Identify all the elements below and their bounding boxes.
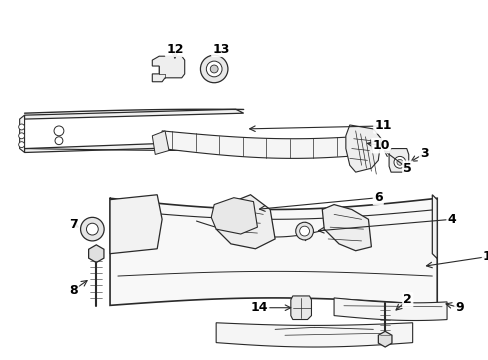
Polygon shape: [290, 296, 311, 320]
Text: 2: 2: [403, 293, 411, 306]
Polygon shape: [333, 298, 446, 320]
Text: 5: 5: [403, 162, 411, 175]
Polygon shape: [388, 149, 408, 172]
Polygon shape: [431, 195, 436, 258]
Text: 12: 12: [166, 43, 183, 56]
Text: 10: 10: [372, 139, 389, 152]
Circle shape: [206, 61, 222, 77]
Polygon shape: [162, 131, 371, 158]
Polygon shape: [345, 125, 381, 172]
Polygon shape: [211, 198, 257, 234]
Polygon shape: [110, 195, 162, 254]
Polygon shape: [216, 195, 275, 249]
Text: 6: 6: [373, 191, 382, 204]
Text: 8: 8: [69, 284, 78, 297]
Text: 7: 7: [69, 218, 78, 231]
Text: 1: 1: [482, 250, 488, 263]
Polygon shape: [152, 56, 184, 82]
Text: 14: 14: [250, 301, 267, 314]
Polygon shape: [88, 245, 104, 262]
Polygon shape: [110, 198, 436, 308]
Circle shape: [54, 126, 64, 136]
Circle shape: [200, 55, 227, 83]
Circle shape: [81, 217, 104, 241]
Text: 13: 13: [212, 43, 229, 56]
Polygon shape: [216, 323, 412, 347]
Circle shape: [55, 137, 63, 145]
Polygon shape: [24, 109, 243, 119]
Text: 11: 11: [374, 120, 391, 132]
Text: 3: 3: [419, 147, 428, 160]
Text: 4: 4: [447, 213, 455, 226]
Polygon shape: [20, 115, 24, 153]
Circle shape: [19, 133, 24, 139]
Circle shape: [299, 226, 309, 236]
Text: 9: 9: [455, 301, 463, 314]
Circle shape: [396, 159, 402, 165]
Circle shape: [19, 142, 24, 148]
Polygon shape: [322, 204, 371, 251]
Circle shape: [210, 65, 218, 73]
Circle shape: [19, 124, 24, 130]
Circle shape: [295, 222, 313, 240]
Polygon shape: [378, 331, 391, 347]
Polygon shape: [152, 131, 169, 154]
Circle shape: [393, 156, 405, 168]
Polygon shape: [24, 141, 243, 153]
Circle shape: [86, 223, 98, 235]
